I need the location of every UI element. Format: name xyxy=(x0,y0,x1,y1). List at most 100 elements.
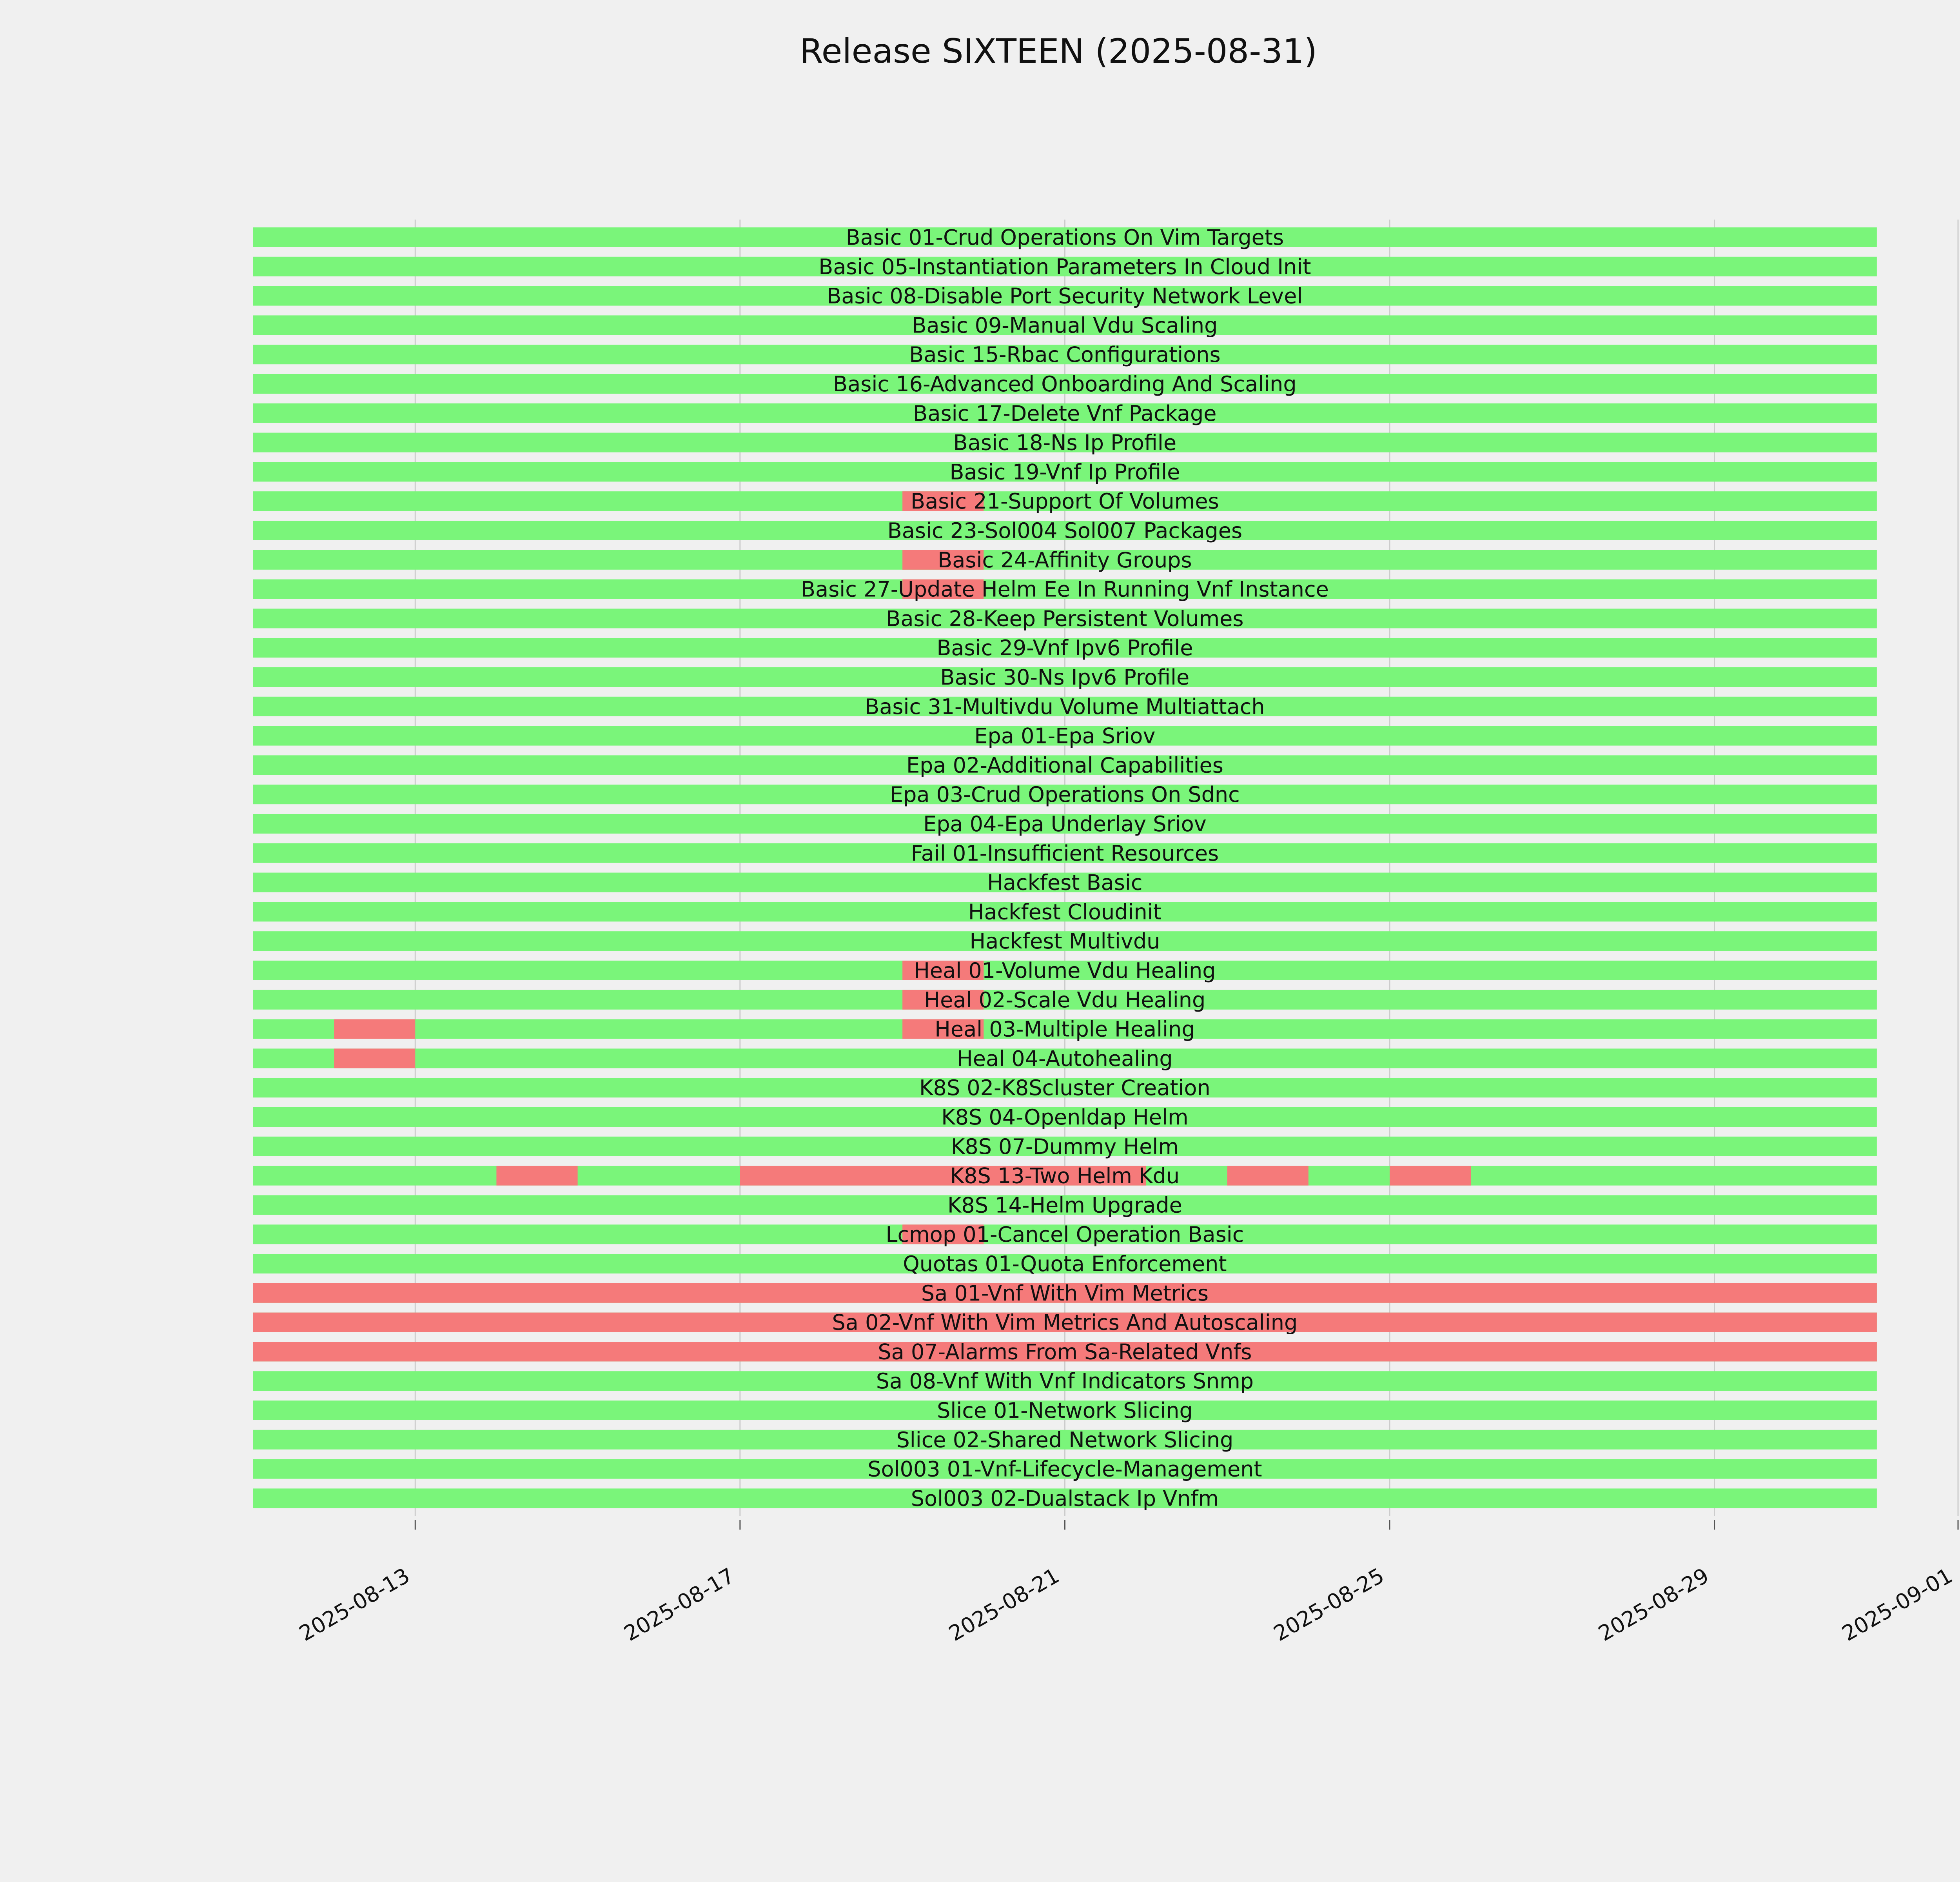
row-bar-pass xyxy=(253,345,1877,365)
row-label: Fail 01-Insufficient Resources xyxy=(911,841,1219,866)
row-bar-pass xyxy=(253,990,1877,1010)
row-bar-pass xyxy=(253,1430,1877,1450)
x-axis-ticks: 2025-08-13 2025-08-17 2025-08-21 2025-08-25… xyxy=(295,1520,1959,1646)
row-bar-pass xyxy=(253,521,1877,540)
row-bar-pass xyxy=(253,286,1877,306)
row-label: Basic 16-Advanced Onboarding And Scaling xyxy=(833,372,1297,396)
row-bar-pass xyxy=(253,432,1877,452)
row-label: Heal 02-Scale Vdu Healing xyxy=(924,988,1206,1012)
row-bar-pass xyxy=(253,726,1877,746)
row-label: Sa 02-Vnf With Vim Metrics And Autoscali… xyxy=(832,1310,1298,1335)
row-bar-pass xyxy=(253,785,1877,805)
row-labels: Basic 01-Crud Operations On Vim Targets B… xyxy=(801,225,1329,1511)
row-label: Basic 29-Vnf Ipv6 Profile xyxy=(936,636,1193,660)
row-bar-pass xyxy=(253,1136,1877,1156)
row-label: Basic 27-Update Helm Ee In Running Vnf I… xyxy=(801,577,1329,602)
row-label: Basic 28-Keep Persistent Volumes xyxy=(886,606,1243,631)
row-bar-fail xyxy=(253,1342,1877,1362)
row-bar-pass xyxy=(253,1401,1877,1420)
row-bar-fail xyxy=(1390,1166,1471,1186)
row-bar-pass xyxy=(253,491,1877,511)
row-label: Basic 08-Disable Port Security Network L… xyxy=(827,284,1303,309)
row-label: K8S 13-Two Helm Kdu xyxy=(950,1164,1180,1188)
row-bar-pass xyxy=(253,1195,1877,1215)
row-label: Sa 07-Alarms From Sa-Related Vnfs xyxy=(878,1339,1252,1364)
row-bar-pass xyxy=(253,961,1877,980)
row-bar-pass xyxy=(253,227,1877,247)
row-bar-pass xyxy=(253,374,1877,394)
row-bar-fail xyxy=(902,579,984,599)
row-label: Basic 21-Support Of Volumes xyxy=(911,489,1219,514)
row-bar-fail xyxy=(334,1048,416,1068)
row-bar-pass xyxy=(253,696,1877,716)
row-label: Quotas 01-Quota Enforcement xyxy=(903,1252,1227,1276)
row-bar-pass xyxy=(253,550,1877,570)
row-label: K8S 14-Helm Upgrade xyxy=(947,1193,1182,1217)
row-label: K8S 02-K8Scluster Creation xyxy=(919,1075,1210,1100)
row-bar-pass xyxy=(253,1459,1877,1479)
row-label: Epa 02-Additional Capabilities xyxy=(906,753,1223,778)
row-label: Hackfest Multivdu xyxy=(970,929,1160,954)
row-label: Slice 02-Shared Network Slicing xyxy=(896,1428,1233,1452)
row-bar-pass xyxy=(253,609,1877,629)
row-bar-pass xyxy=(253,638,1877,658)
row-label: K8S 04-Openldap Helm xyxy=(941,1105,1188,1130)
row-label: Sa 08-Vnf With Vnf Indicators Snmp xyxy=(876,1369,1254,1393)
row-bar-fail xyxy=(334,1019,416,1039)
row-bar-pass xyxy=(253,1019,1877,1039)
x-tick-label: 2025-08-25 xyxy=(1269,1563,1388,1646)
row-bar-pass xyxy=(253,315,1877,335)
row-label: Hackfest Basic xyxy=(987,870,1142,895)
row-bar-pass xyxy=(253,403,1877,423)
row-label: Hackfest Cloudinit xyxy=(968,899,1161,924)
row-label: Heal 01-Volume Vdu Healing xyxy=(914,958,1216,983)
row-bar-pass xyxy=(253,1254,1877,1273)
row-bar-fail xyxy=(253,1283,1877,1303)
row-label: Basic 17-Delete Vnf Package xyxy=(913,401,1216,426)
row-bar-pass xyxy=(253,667,1877,687)
row-label: Basic 24-Affinity Groups xyxy=(938,548,1192,572)
row-bar-pass xyxy=(253,843,1877,863)
row-label: Heal 03-Multiple Healing xyxy=(935,1017,1195,1042)
row-bar-pass xyxy=(253,462,1877,482)
row-bar-pass xyxy=(253,579,1877,599)
row-bar-fail xyxy=(902,990,984,1010)
row-label: Basic 18-Ns Ip Profile xyxy=(953,431,1176,455)
x-tick-label: 2025-08-13 xyxy=(295,1563,414,1646)
chart-title: Release SIXTEEN (2025-08-31) xyxy=(800,32,1318,71)
row-bar-fail xyxy=(902,491,984,511)
row-bar-pass xyxy=(253,755,1877,775)
row-label: K8S 07-Dummy Helm xyxy=(951,1134,1179,1159)
x-tick-label: 2025-08-21 xyxy=(945,1563,1063,1646)
row-label: Sol003 02-Dualstack Ip Vnfm xyxy=(911,1486,1219,1511)
row-label: Basic 30-Ns Ipv6 Profile xyxy=(940,665,1190,690)
row-bar-pass xyxy=(253,872,1877,892)
row-bar-fail xyxy=(902,1019,984,1039)
row-bar-pass xyxy=(253,1488,1877,1508)
x-tick-label: 2025-08-29 xyxy=(1594,1563,1713,1646)
row-bar-pass xyxy=(253,1048,1877,1068)
row-bar-pass xyxy=(253,1078,1877,1098)
row-label: Heal 04-Autohealing xyxy=(957,1046,1173,1071)
row-bar-fail xyxy=(902,1224,984,1244)
row-label: Basic 01-Crud Operations On Vim Targets xyxy=(846,225,1284,250)
row-bar-fail xyxy=(1227,1166,1308,1186)
row-bar-pass xyxy=(253,256,1877,276)
row-bar-pass xyxy=(253,1371,1877,1391)
row-label: Basic 23-Sol004 Sol007 Packages xyxy=(887,518,1242,543)
row-bar-fail xyxy=(902,550,984,570)
row-label: Basic 15-Rbac Configurations xyxy=(909,342,1220,367)
row-bar-pass xyxy=(253,1224,1877,1244)
row-label: Epa 04-Epa Underlay Sriov xyxy=(923,812,1207,836)
bars xyxy=(253,227,1877,1508)
row-bar-fail xyxy=(740,1166,1146,1186)
row-label: Sa 01-Vnf With Vim Metrics xyxy=(921,1281,1209,1306)
row-bar-pass xyxy=(253,931,1877,951)
row-label: Sol003 01-Vnf-Lifecycle-Management xyxy=(867,1457,1262,1482)
row-label: Basic 31-Multivdu Volume Multiattach xyxy=(865,694,1265,719)
row-bar-pass xyxy=(253,814,1877,834)
row-label: Basic 19-Vnf Ip Profile xyxy=(950,460,1180,484)
row-bar-fail xyxy=(496,1166,578,1186)
row-bar-fail xyxy=(902,961,984,980)
